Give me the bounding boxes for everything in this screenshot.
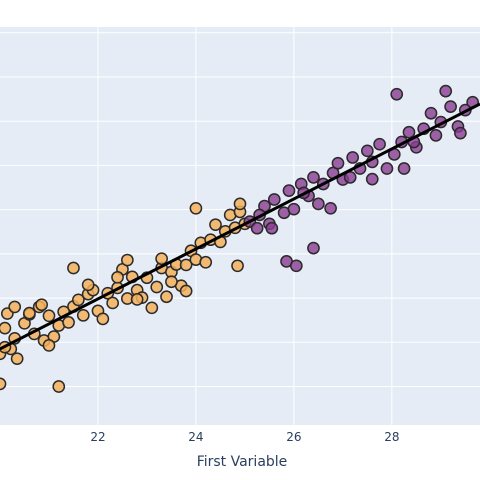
- data-point-low-group: [76, 308, 90, 322]
- x-tick-label: 28: [384, 430, 399, 444]
- data-point-high-group: [250, 221, 264, 235]
- data-point-high-group: [424, 106, 438, 120]
- trend-layer: [0, 102, 480, 351]
- data-point-low-group: [67, 261, 80, 275]
- data-point-low-group: [10, 352, 24, 366]
- data-point-low-group: [179, 284, 193, 298]
- data-point-low-group: [189, 201, 203, 215]
- data-point-low-group: [160, 290, 173, 304]
- trend-line: [0, 102, 480, 351]
- data-point-high-group: [390, 87, 404, 101]
- data-point-high-group: [439, 84, 453, 98]
- data-point-high-group: [267, 193, 281, 206]
- data-point-low-group: [120, 253, 134, 267]
- ticks-layer: 22 24 26 28: [90, 430, 399, 444]
- data-point-low-group: [0, 377, 7, 391]
- data-point-high-group: [324, 201, 337, 215]
- data-point-high-group: [444, 100, 457, 113]
- data-point-low-group: [130, 293, 144, 306]
- x-tick-label: 22: [90, 430, 105, 444]
- data-point-low-group: [111, 270, 124, 284]
- data-point-low-group: [42, 339, 56, 352]
- data-point-high-group: [265, 221, 279, 235]
- data-point-low-group: [62, 316, 75, 329]
- data-point-high-group: [402, 125, 416, 139]
- x-axis-title: First Variable: [197, 454, 288, 470]
- data-point-low-group: [81, 278, 95, 292]
- data-point-low-group: [179, 258, 193, 272]
- data-point-low-group: [199, 255, 213, 269]
- data-point-high-group: [346, 151, 360, 164]
- data-point-low-group: [233, 197, 247, 211]
- x-tick-label: 24: [188, 430, 203, 444]
- data-point-low-group: [35, 298, 48, 312]
- data-point-low-group: [106, 296, 120, 310]
- data-point-high-group: [373, 137, 386, 151]
- data-point-high-group: [380, 162, 394, 175]
- data-point-low-group: [165, 275, 178, 289]
- data-point-high-group: [289, 259, 303, 273]
- data-point-low-group: [209, 218, 222, 232]
- data-point-high-group: [331, 156, 345, 170]
- data-point-high-group: [454, 126, 467, 140]
- data-point-low-group: [0, 321, 12, 335]
- data-point-low-group: [23, 306, 36, 320]
- data-point-low-group: [52, 380, 66, 393]
- data-point-high-group: [307, 171, 320, 184]
- data-point-low-group: [150, 280, 164, 294]
- data-point-low-group: [42, 309, 56, 323]
- data-point-high-group: [312, 197, 325, 211]
- data-point-high-group: [287, 202, 301, 216]
- data-point-low-group: [8, 300, 22, 314]
- data-point-high-group: [282, 184, 296, 197]
- x-tick-label: 26: [286, 430, 301, 444]
- data-point-high-group: [397, 162, 411, 175]
- data-point-high-group: [365, 172, 379, 186]
- data-point-high-group: [307, 241, 320, 255]
- points-layer: [0, 84, 480, 393]
- data-point-low-group: [155, 252, 168, 266]
- data-point-high-group: [429, 128, 443, 142]
- data-point-low-group: [72, 293, 85, 307]
- data-point-low-group: [231, 259, 244, 273]
- data-point-high-group: [360, 144, 374, 158]
- data-point-low-group: [96, 312, 110, 326]
- data-point-low-group: [145, 301, 159, 315]
